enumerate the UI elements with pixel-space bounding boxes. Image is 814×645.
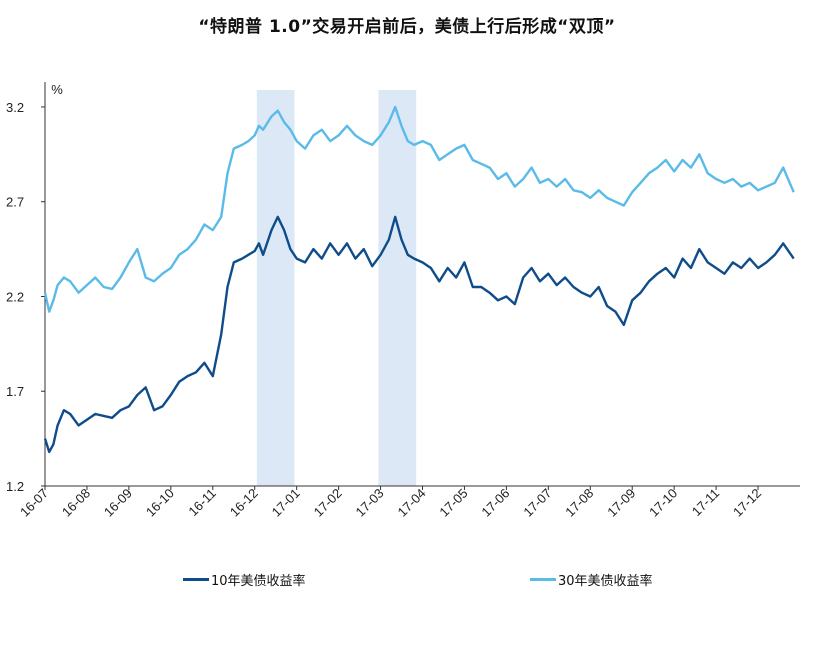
series-line-2 [43, 105, 795, 313]
legend-item-10y: 10年美债收益率 [183, 570, 306, 589]
x-tick-label: 17-07 [520, 486, 554, 520]
y-tick-label: 2.7 [6, 195, 24, 210]
x-tick-label: 16-08 [59, 486, 93, 520]
x-tick-label: 17-10 [646, 486, 680, 520]
series-line-1 [43, 215, 795, 454]
x-tick-label: 17-03 [353, 486, 387, 520]
shaded-period-2 [378, 90, 417, 486]
x-tick-label: 17-04 [395, 486, 429, 520]
x-tick-label: 16-11 [185, 486, 218, 519]
x-tick-label: 17-01 [269, 486, 303, 520]
x-tick-label: 17-09 [604, 486, 638, 520]
x-tick-label: 17-12 [730, 486, 764, 520]
x-tick-label: 16-09 [101, 486, 135, 520]
chart-title: “特朗普 1.0”交易开启前后，美债上行后形成“双顶” [198, 17, 616, 37]
x-tick-label: 17-02 [311, 486, 345, 520]
legend-swatch-30y [530, 578, 556, 581]
x-tick-label: 17-05 [436, 486, 470, 520]
axes [41, 82, 800, 490]
y-tick-label: 2.2 [6, 289, 24, 304]
x-tick-label: 16-12 [227, 486, 261, 520]
x-tick-label: 17-11 [689, 486, 722, 519]
x-tick-label: 16-10 [143, 486, 177, 520]
legend-label-10y: 10年美债收益率 [211, 574, 306, 589]
y-tick-label: 3.2 [6, 100, 24, 115]
y-tick-label: 1.7 [6, 384, 24, 399]
shaded-period-1 [256, 90, 295, 486]
legend-swatch-10y [183, 578, 209, 581]
series-lines [43, 105, 795, 454]
y-axis-unit-label: % [51, 82, 63, 97]
y-tick-label: 1.2 [6, 479, 24, 494]
x-tick-label: 17-08 [562, 486, 596, 520]
legend-item-30y: 30年美债收益率 [530, 570, 653, 589]
x-tick-label: 17-06 [478, 486, 512, 520]
shaded-periods [256, 90, 417, 486]
legend-label-30y: 30年美债收益率 [558, 574, 653, 589]
